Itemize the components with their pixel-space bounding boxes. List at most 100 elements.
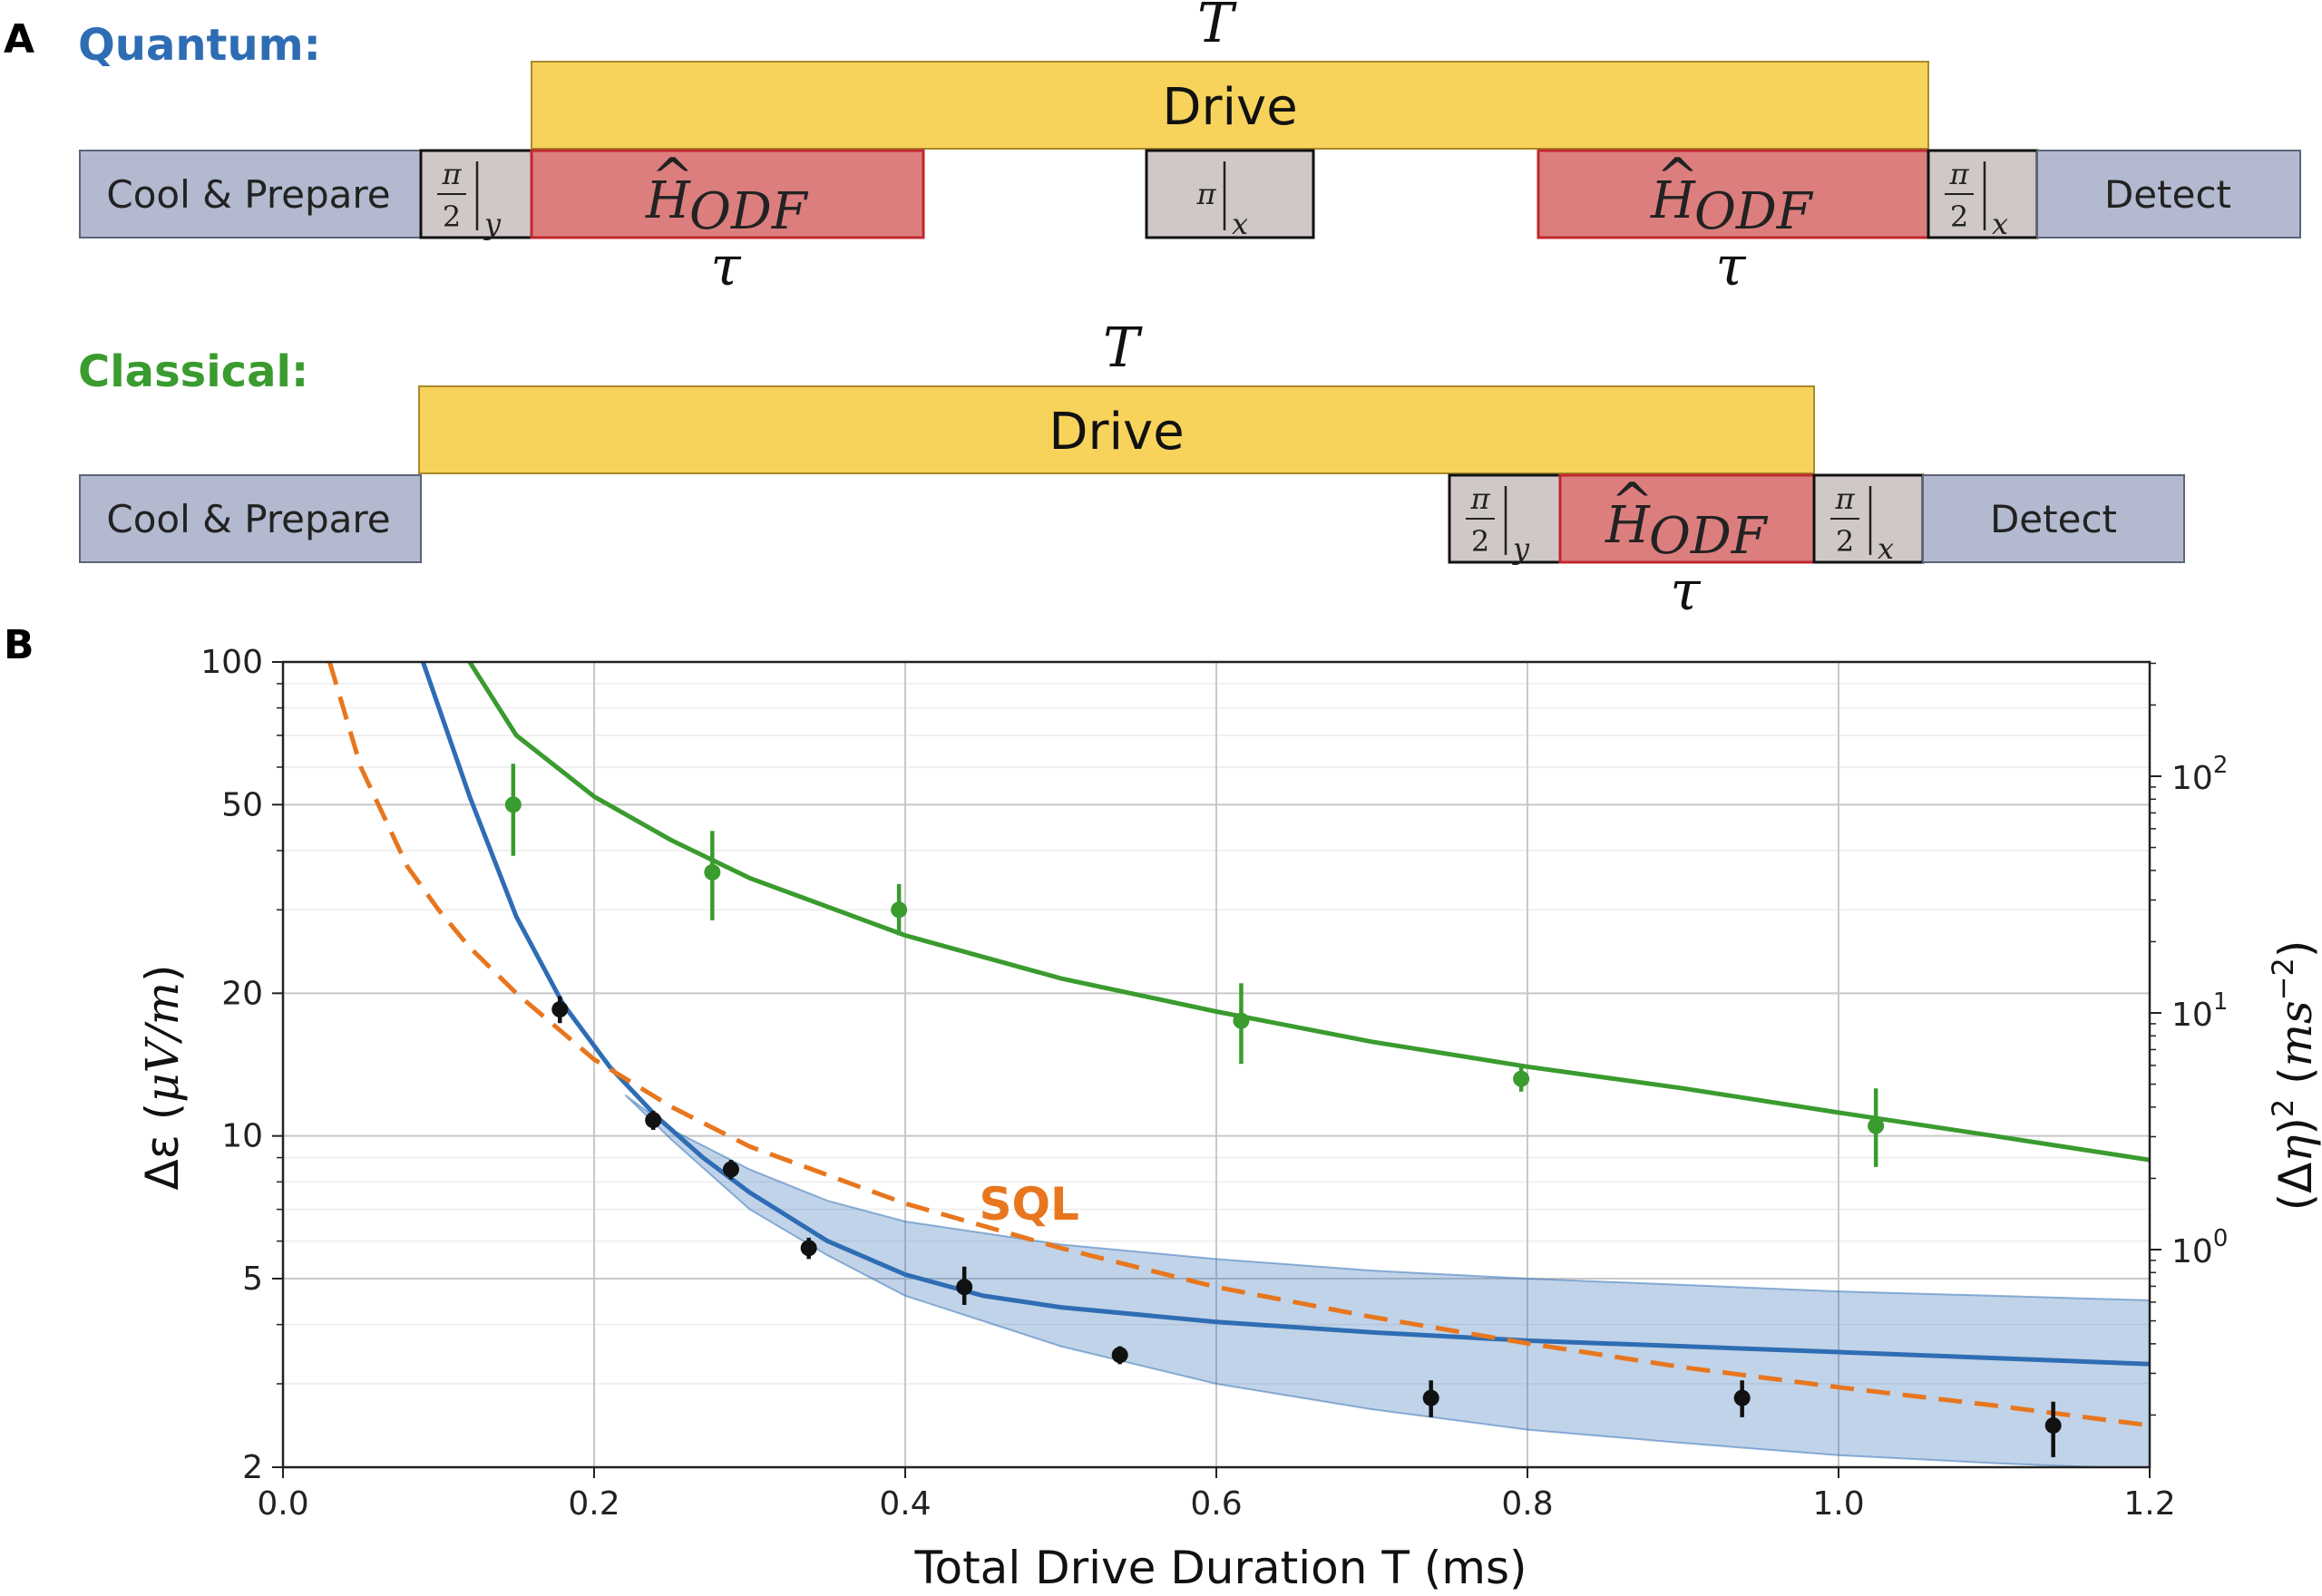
y-right-title-eta: η xyxy=(2269,1135,2322,1163)
x-tick-label: 0.2 xyxy=(568,1485,620,1523)
y-tick-label: 100 xyxy=(200,644,263,681)
data-point xyxy=(504,796,522,813)
classical-protocol: Classical: T Drive Cool & Prepare π 2 y … xyxy=(78,316,2185,623)
pulse-half-denominator: 2 xyxy=(1471,524,1489,559)
odf-hat: ^ xyxy=(651,148,694,207)
panel-b-label: B xyxy=(4,622,34,668)
classical-cool-label: Cool & Prepare xyxy=(106,497,390,541)
pulse-subscript-x: x xyxy=(1878,531,1894,566)
y-right-title-unit-sup: −2 xyxy=(2266,958,2300,1000)
y-tick-label: 10 xyxy=(221,1118,263,1155)
data-point xyxy=(800,1240,817,1257)
chart-ticks-layer: 0.0 0.2 0.4 0.6 0.8 1.0 1.2 2 5 10 20 50 100 100 101 10… xyxy=(200,644,2228,1523)
classical-pulse-half-x: π 2 x xyxy=(1812,473,1925,566)
y-axis-right-title: (Δη)2 (ms−2) xyxy=(2266,940,2322,1212)
odf-h: H xyxy=(1650,171,1696,230)
quantum-cool-label: Cool & Prepare xyxy=(106,172,390,217)
y-tick-label: 50 xyxy=(221,786,263,823)
data-point xyxy=(1422,1389,1439,1406)
y-right-tick-label: 102 xyxy=(2171,752,2228,797)
sql-curve xyxy=(327,662,2150,1428)
pulse-subscript-x: x xyxy=(1992,207,2008,241)
y-tick-label: 20 xyxy=(221,975,263,1012)
fit-curve-2 xyxy=(467,662,2150,1163)
pulse-half-denominator: 2 xyxy=(1950,200,1968,234)
odf-h: H xyxy=(1605,496,1651,555)
quantum-pulse-pi-x: π x xyxy=(1145,149,1315,241)
quantum-detect-label: Detect xyxy=(2104,172,2231,217)
classical-total-label: T xyxy=(1103,316,1143,380)
quantum-odf-box-2 xyxy=(1537,149,1930,239)
pulse-half-denominator: 2 xyxy=(443,200,461,234)
classical-title: Classical: xyxy=(78,346,308,397)
x-tick-label: 1.2 xyxy=(2123,1485,2175,1523)
uncertainty-band xyxy=(624,1094,2150,1467)
chart-band-layer xyxy=(624,1094,2150,1467)
quantum-tau-1: τ xyxy=(710,235,741,298)
sensitivity-chart: 0.0 0.2 0.4 0.6 0.8 1.0 1.2 2 5 10 20 50 100 100 101 10… xyxy=(136,644,2322,1594)
data-point xyxy=(645,1112,662,1129)
sql-annotation: SQL xyxy=(980,1178,1079,1231)
data-point xyxy=(1733,1389,1751,1406)
pulse-subscript-y: y xyxy=(483,207,502,241)
odf-sub: ODF xyxy=(1649,507,1769,566)
classical-pulse-half-y: π 2 y xyxy=(1448,473,1562,566)
x-tick-label: 0.8 xyxy=(1501,1485,1553,1523)
classical-odf-box xyxy=(1558,473,1816,564)
classical-tau: τ xyxy=(1670,560,1701,623)
quantum-drive-bar xyxy=(531,61,1929,150)
odf-h: H xyxy=(645,171,691,230)
data-point xyxy=(722,1161,739,1178)
data-point xyxy=(704,863,721,881)
y-left-title-unit: μV/m xyxy=(136,982,189,1103)
pulse-half-numerator: π xyxy=(1834,482,1855,516)
quantum-tau-2: τ xyxy=(1715,235,1746,298)
quantum-detect-box xyxy=(2036,150,2301,238)
odf-hat: ^ xyxy=(1656,148,1699,207)
quantum-cool-box xyxy=(79,150,422,238)
data-point xyxy=(551,1001,569,1018)
pulse-subscript-y: y xyxy=(1511,531,1530,566)
quantum-pulse-half-y: π 2 y xyxy=(419,149,533,241)
data-point xyxy=(891,901,908,919)
quantum-drive-label: Drive xyxy=(1162,78,1297,137)
data-point xyxy=(956,1279,973,1296)
pulse-half-numerator: π xyxy=(1469,482,1490,516)
x-tick-label: 0.0 xyxy=(257,1485,308,1523)
y-axis-left-title: Δε (μV/m) xyxy=(136,964,189,1190)
x-tick-label: 1.0 xyxy=(1812,1485,1864,1523)
y-left-title-close: ) xyxy=(136,964,189,982)
x-axis-title: Total Drive Duration T (ms) xyxy=(913,1542,1527,1594)
data-point xyxy=(1513,1070,1530,1087)
y-tick-label: 5 xyxy=(242,1260,263,1298)
odf-sub: ODF xyxy=(689,182,809,241)
panel-a-label: A xyxy=(4,16,34,63)
odf-hat: ^ xyxy=(1611,472,1654,531)
classical-drive-bar xyxy=(418,385,1815,474)
quantum-odf-box-1 xyxy=(530,149,925,239)
pulse-half-numerator: π xyxy=(441,157,462,191)
data-point xyxy=(1233,1012,1250,1029)
quantum-total-label: T xyxy=(1197,0,1237,55)
quantum-odf-label-2: H ^ ODF xyxy=(1650,148,1814,241)
pulse-half-numerator: π xyxy=(1948,157,1969,191)
classical-detect-label: Detect xyxy=(1990,497,2117,541)
pulse-pi: π xyxy=(1195,177,1216,211)
classical-drive-label: Drive xyxy=(1049,403,1184,462)
y-right-tick-label: 100 xyxy=(2171,1225,2228,1270)
data-point xyxy=(1111,1347,1128,1364)
pulse-subscript-x: x xyxy=(1232,207,1248,241)
quantum-odf-label-1: H ^ ODF xyxy=(645,148,809,241)
odf-sub: ODF xyxy=(1694,182,1814,241)
data-point xyxy=(2044,1416,2062,1434)
y-right-title-main: (Δ xyxy=(2269,1163,2322,1212)
quantum-title: Quantum: xyxy=(78,20,321,71)
chart-points-layer xyxy=(504,764,2062,1457)
quantum-protocol: Quantum: T Drive Cool & Prepare π 2 y H … xyxy=(78,0,2301,298)
y-right-tick-label: 101 xyxy=(2171,988,2228,1034)
quantum-pulse-half-x: π 2 x xyxy=(1927,149,2039,241)
x-tick-label: 0.6 xyxy=(1190,1485,1242,1523)
data-point xyxy=(1868,1117,1885,1134)
y-left-title-main: Δε ( xyxy=(136,1103,189,1191)
